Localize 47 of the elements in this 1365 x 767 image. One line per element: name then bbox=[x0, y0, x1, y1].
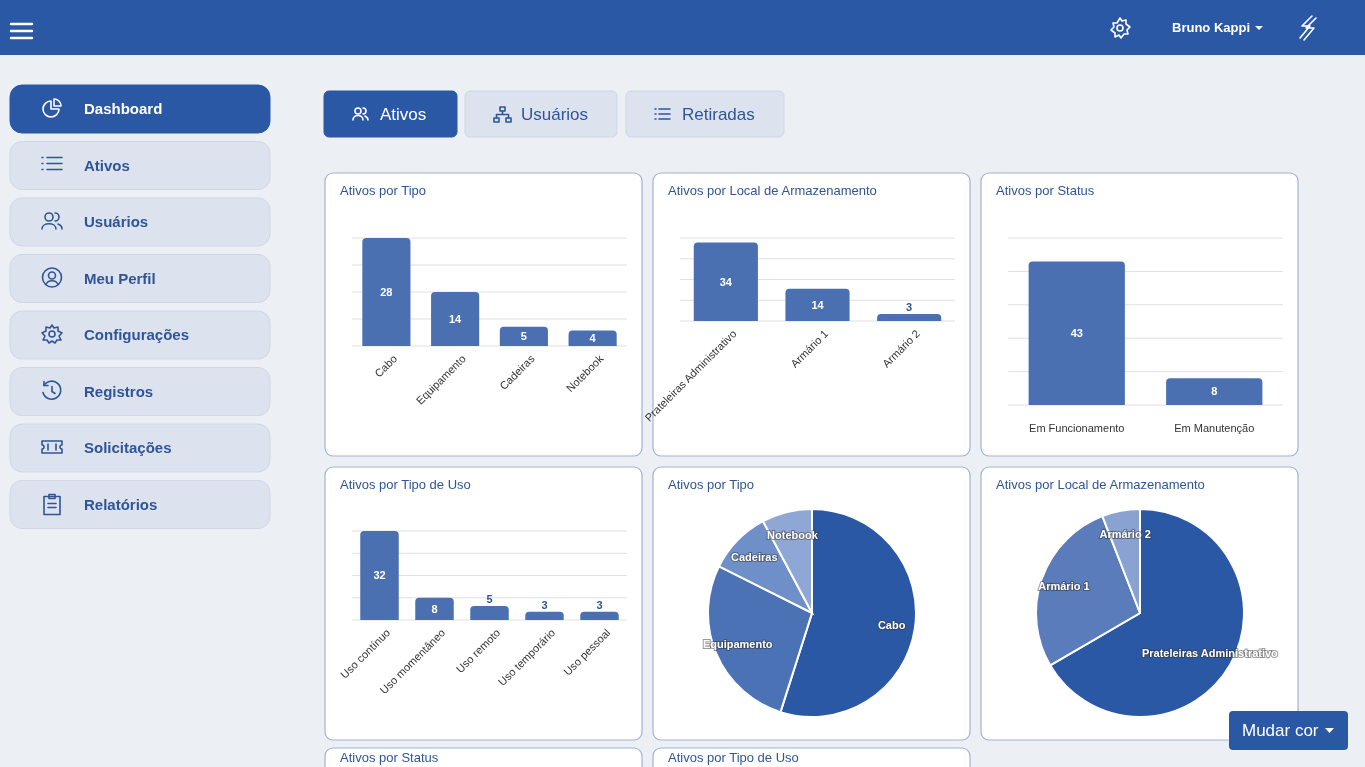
data-label: 5 bbox=[486, 592, 493, 605]
data-label: 34 bbox=[719, 275, 733, 288]
bar bbox=[362, 238, 411, 346]
slice-label: Cadeiras bbox=[731, 550, 778, 563]
text: Bruno Kappi bbox=[1172, 20, 1250, 35]
data-label: 3 bbox=[596, 598, 603, 611]
text: Ativos por Tipo de Uso bbox=[668, 750, 799, 765]
data-label: 43 bbox=[1070, 327, 1083, 340]
text: Usuários bbox=[84, 213, 149, 230]
data-label: 8 bbox=[431, 602, 438, 615]
bar bbox=[525, 611, 564, 620]
bar bbox=[499, 326, 548, 346]
x-tick-label: Em Manutenção bbox=[1174, 422, 1255, 434]
text: Retiradas bbox=[682, 105, 755, 124]
text: Solicitações bbox=[84, 439, 172, 456]
chart-title: Ativos por Tipo de Uso bbox=[340, 477, 471, 492]
text: Relatórios bbox=[84, 495, 158, 513]
data-label: 8 bbox=[1211, 385, 1218, 398]
chart-title: Ativos por Local de Armazenamento bbox=[668, 183, 877, 198]
text: Usuários bbox=[521, 105, 589, 124]
chart-title: Ativos por Status bbox=[996, 183, 1095, 198]
bar bbox=[470, 606, 509, 620]
text: Ativos por Status bbox=[340, 750, 439, 765]
data-label: 14 bbox=[449, 312, 463, 325]
data-label: 28 bbox=[380, 285, 393, 298]
text: Ativos bbox=[84, 156, 130, 174]
bar bbox=[580, 611, 619, 620]
text: Meu Perfil bbox=[84, 269, 156, 287]
chart-title: Ativos por Tipo bbox=[668, 477, 754, 492]
x-tick-label: Em Funcionamento bbox=[1029, 422, 1125, 434]
bar bbox=[415, 597, 454, 620]
bar bbox=[360, 531, 399, 620]
text: Registros bbox=[84, 382, 154, 400]
chart-title: Ativos por Local de Armazenamento bbox=[996, 477, 1205, 492]
data-label: 14 bbox=[811, 298, 825, 311]
text: Configurações bbox=[84, 326, 190, 343]
bar bbox=[568, 330, 617, 346]
chart-title: Ativos por Tipo bbox=[340, 183, 426, 198]
data-label: 32 bbox=[373, 569, 386, 582]
text: Mudar cor bbox=[1242, 721, 1319, 740]
text: Dashboard bbox=[84, 100, 163, 117]
text: Ativos bbox=[380, 105, 427, 124]
bar bbox=[431, 292, 480, 346]
data-label: 5 bbox=[520, 330, 527, 343]
data-label: 3 bbox=[541, 598, 548, 611]
data-label: 3 bbox=[906, 300, 913, 313]
data-label: 4 bbox=[589, 332, 597, 345]
